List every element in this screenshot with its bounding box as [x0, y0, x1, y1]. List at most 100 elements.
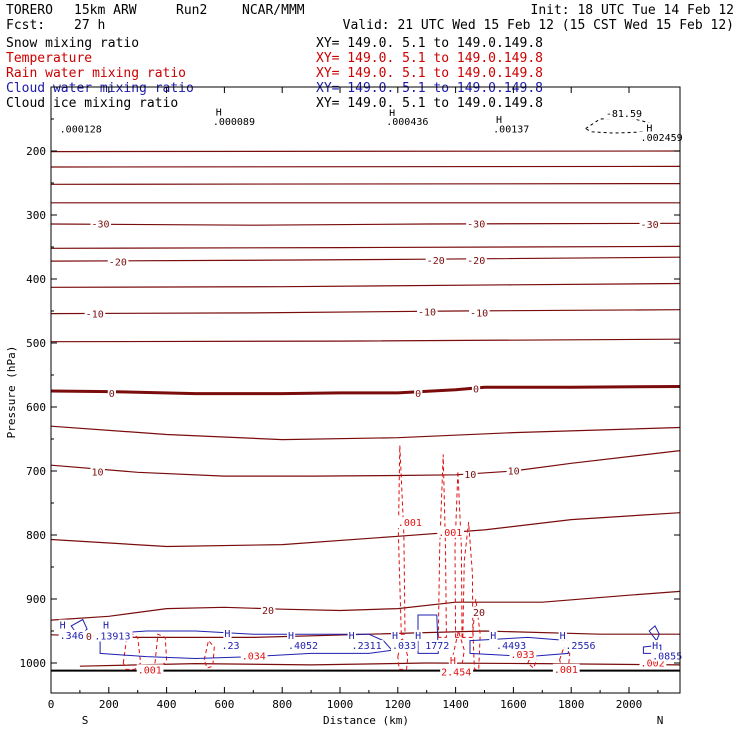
forecast-label: Fcst:	[6, 18, 45, 33]
rain-label-bg-4	[639, 657, 667, 669]
ice-label-bg-4	[385, 115, 431, 127]
rain-label-bg-2	[136, 664, 164, 676]
rain-label-bg-3	[552, 663, 580, 675]
ice-label-bg-6	[492, 123, 532, 135]
header-block: TORERO 15km ARW Run2 NCAR/MMM Init: 18 U…	[6, 3, 734, 33]
rain-label-3: .001	[554, 665, 578, 676]
model-resolution: 15km ARW	[74, 3, 137, 18]
cloud-label-8: H	[349, 631, 355, 642]
cloud-label-bg-18	[651, 640, 660, 652]
temp-label-bg-7	[417, 306, 438, 318]
ice-label-bg-1	[211, 115, 258, 127]
cloud-label-6: H	[288, 631, 294, 642]
x-tick-label-1000: 1000	[327, 698, 354, 711]
isotherm-t5	[51, 425, 680, 441]
cloud-label-bg-19	[651, 650, 685, 662]
isotherm-lev2	[51, 165, 680, 168]
legend-rain-xy: XY= 149.0. 5.1 to 149.0.149.8	[316, 66, 543, 81]
isotherm-lev3	[51, 183, 680, 185]
cloud-label-10: H	[392, 631, 398, 642]
ice-label-5: H	[496, 115, 502, 126]
cloud-label-bg-0	[58, 619, 67, 631]
cloud-label-bg-3	[93, 630, 133, 642]
cloud-label-12: H	[415, 631, 421, 642]
ice-label-9: .002459	[641, 133, 683, 144]
temp-label-bg-13	[463, 469, 478, 481]
y-tick-label-700: 700	[26, 465, 46, 478]
temp-label-bg-0	[90, 218, 112, 230]
cloud-label-13: 1772	[425, 641, 449, 652]
legend-cloudice-xy: XY= 149.0. 5.1 to 149.0.149.8	[316, 96, 543, 111]
temp-label-bg-10	[414, 387, 423, 399]
cloud-label-4: H	[224, 629, 230, 640]
cloud-label-bg-13	[424, 640, 452, 652]
ice-label-7: -81.59	[606, 109, 642, 120]
rain-plume-3	[454, 470, 463, 638]
x-tick-label-1200: 1200	[385, 698, 412, 711]
ice-label-bg-2	[58, 123, 105, 135]
temp-label-bg-6	[84, 308, 106, 320]
temp-label-bg-4	[425, 254, 447, 266]
temp-label-bg-14	[506, 465, 522, 477]
contour-layer	[51, 117, 680, 672]
temp-label-bg-3	[107, 256, 129, 268]
temp-label-15: 20	[262, 606, 274, 617]
y-tick-label-500: 500	[26, 337, 46, 350]
cloud-label-bg-16	[558, 629, 567, 641]
ice-label-2: .000128	[60, 125, 102, 136]
cloud-label-11: .033	[392, 641, 416, 652]
cloud-label-bg-15	[495, 640, 529, 652]
cloud-label-bg-6	[286, 629, 296, 641]
ice-label-bg-5	[495, 114, 504, 125]
valid-time: Valid: 21 UTC Wed 15 Feb 12 (15 CST Wed …	[343, 18, 734, 33]
cloud-label-14: H	[490, 631, 496, 642]
x-axis-label: Distance (km)	[323, 714, 409, 727]
x-tick-label-1800: 1800	[558, 698, 585, 711]
temp-label-1: -30	[467, 219, 485, 230]
y-tick-label-400: 400	[26, 273, 46, 286]
cloud-label-1: .346	[60, 631, 84, 642]
legend-cloudwater-name: Cloud water mixing ratio	[6, 81, 194, 96]
rain-label-bg-5	[240, 650, 268, 662]
cloud-label-bg-1	[58, 629, 86, 641]
x-tick-label-1600: 1600	[500, 698, 527, 711]
temp-label-bg-16	[471, 606, 487, 618]
plot-frame	[50, 86, 681, 694]
cloud-label-bg-11	[391, 640, 418, 652]
cloud-label-15: .4493	[496, 641, 526, 652]
temp-label-5: -20	[467, 256, 485, 267]
cloud-label-7: .4052	[288, 641, 318, 652]
cloud-label-17: .2556	[565, 641, 595, 652]
cloud-label-bg-12	[414, 629, 423, 641]
cloud-label-2: H	[103, 621, 109, 632]
temp-label-0: -30	[91, 219, 109, 230]
isotherm-t15	[51, 512, 680, 548]
ice-label-bg-9	[639, 131, 685, 143]
legend-temperature-name: Temperature	[6, 51, 92, 66]
rain-label-bg-7	[440, 666, 474, 678]
isotherm-t-25	[51, 245, 680, 249]
temp-label-2: -30	[641, 220, 659, 231]
x-tick-label-0: 0	[48, 698, 55, 711]
cloud-label-bg-2	[102, 619, 111, 631]
x-tick-label-200: 200	[99, 698, 119, 711]
rain-plume-4	[462, 522, 474, 638]
ice-label-8: H	[646, 123, 652, 134]
x-tick-label-400: 400	[157, 698, 177, 711]
cloud-label-9: .2311	[352, 641, 382, 652]
temp-label-bg-9	[107, 387, 116, 399]
rain-label-7: 2.454	[441, 667, 471, 678]
temp-label-10: 0	[415, 389, 421, 400]
temp-label-11: 0	[473, 384, 479, 395]
temp-label-17: 20	[80, 632, 92, 643]
y-tick-label-1000: 1000	[20, 657, 47, 670]
cloud-label-0: H	[60, 621, 66, 632]
y-axis-label: Pressure (hPa)	[5, 346, 18, 439]
cloud-label-bg-17	[564, 640, 598, 652]
cw-3	[469, 636, 569, 658]
init-time: Init: 18 UTC Tue 14 Feb 12	[531, 3, 735, 18]
rain-plume-2	[437, 454, 447, 638]
rain-s1	[122, 630, 142, 670]
rain-label-8: H	[450, 656, 456, 667]
cloud-label-5: .23	[222, 641, 240, 652]
